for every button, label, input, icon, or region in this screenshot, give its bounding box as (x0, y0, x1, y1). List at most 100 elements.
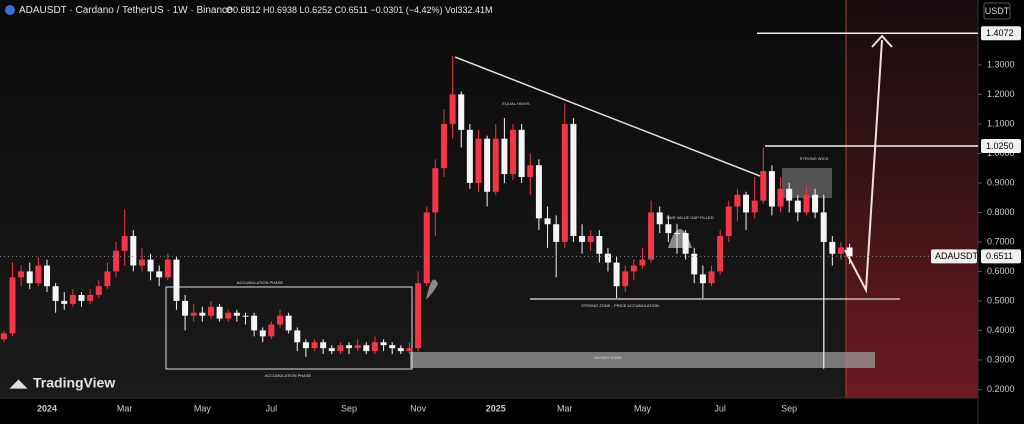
candle-body (458, 94, 465, 130)
candle-body (613, 262, 620, 287)
level-label-box (981, 139, 1021, 154)
candle-body (587, 236, 594, 242)
y-tick-label: 0.7000 (987, 236, 1015, 246)
candle-body (199, 312, 206, 316)
candle-body (190, 312, 197, 316)
risk-zone (846, 0, 978, 398)
annotation: ACCUMULATION PHASE (265, 373, 312, 378)
candle-body (535, 165, 542, 219)
candle-body (207, 306, 214, 316)
candle-body (596, 236, 603, 254)
y-tick-label: 0.3000 (987, 354, 1015, 364)
candle-body (415, 283, 422, 349)
candle-body (812, 194, 819, 213)
annotation: STRONG WICK (800, 156, 829, 161)
candle-body (743, 194, 750, 213)
candle-body (18, 271, 25, 278)
candle-body (371, 342, 378, 352)
y-tick-label: 1.2000 (987, 89, 1015, 99)
candle-body (622, 271, 629, 287)
candle-body (164, 259, 171, 278)
candle-body (699, 274, 706, 284)
candle-body (760, 171, 767, 201)
candle-body (277, 315, 284, 325)
buying-zone-box (410, 352, 875, 368)
candle-body (648, 212, 655, 260)
x-tick-label: May (194, 403, 212, 413)
candle-body (156, 271, 163, 278)
candle-body (69, 295, 76, 304)
annotation: BUYING ZONE (594, 355, 622, 360)
candle-body (466, 129, 473, 183)
candle-body (423, 212, 430, 284)
y-tick-label: 0.5000 (987, 295, 1015, 305)
x-tick-label: 2025 (486, 403, 506, 413)
candle-body (354, 345, 361, 349)
annotation: EQUAL HIGHS (502, 101, 530, 106)
candle-body (95, 286, 102, 296)
candle-body (380, 342, 387, 346)
candle-body (570, 123, 577, 237)
candle-body (406, 348, 413, 352)
candle-body (518, 129, 525, 178)
candle-body (604, 253, 611, 263)
arrow-head (871, 34, 893, 48)
candle-body (794, 200, 801, 213)
annotation: FAIR VALUE GAP FILLED (667, 215, 714, 220)
candle-body (561, 123, 568, 242)
candle-body (52, 286, 59, 301)
candle-body (527, 165, 534, 178)
candle-body (259, 330, 266, 337)
x-tick-label: 2024 (37, 403, 57, 413)
candle-body (837, 247, 844, 254)
currency-label: USDT (985, 6, 1010, 16)
candle-body (216, 306, 223, 319)
candle-body (138, 259, 145, 266)
candle-body (682, 233, 689, 254)
candle-body (268, 324, 275, 337)
candle-body (121, 236, 128, 251)
wick-shape (426, 279, 438, 300)
y-tick-label: 0.9000 (987, 177, 1015, 187)
level-label: 1.4072 (986, 28, 1014, 38)
candle-body (717, 236, 724, 272)
x-tick-label: Jul (714, 403, 726, 413)
candle-body (242, 315, 249, 317)
candle-body (363, 345, 370, 352)
candle-body (803, 194, 810, 213)
x-tick-label: Nov (410, 403, 427, 413)
candle-body (173, 259, 180, 301)
symbol-icon (5, 5, 15, 15)
y-tick-label: 0.2000 (987, 384, 1015, 394)
candle-body (294, 330, 301, 343)
x-tick-label: Sep (341, 403, 357, 413)
candle-body (777, 188, 784, 207)
last-symbol-box (931, 249, 977, 264)
x-tick-label: Sep (781, 403, 797, 413)
candle-body (44, 265, 50, 287)
y-tick-label: 0.4000 (987, 325, 1015, 335)
candle-body (346, 345, 353, 349)
candle-body (501, 138, 508, 175)
candle-body (725, 206, 732, 237)
candle-body (656, 212, 663, 225)
candle-body (768, 171, 775, 207)
symbol-line: ADAUSDT · Cardano / TetherUS · 1W · Bina… (19, 5, 233, 16)
candle-body (130, 236, 137, 266)
ohlc-line: O0.6812 H0.6938 L0.6252 C0.6511 −0.0301 … (226, 5, 493, 15)
last-price-label: 0.6511 (986, 251, 1013, 261)
candle-body (302, 342, 309, 349)
candle-body (553, 224, 560, 242)
candle-body (147, 259, 154, 272)
candle-body (87, 295, 94, 301)
x-tick-label: Mar (557, 403, 573, 413)
annotation: ACCUMULATION PHASE (237, 280, 284, 285)
candle-body (432, 168, 439, 213)
candle-body (225, 312, 232, 319)
candle-body (440, 123, 447, 169)
candle-body (691, 253, 698, 275)
y-tick-label: 1.1000 (987, 118, 1015, 128)
candle-body (734, 194, 741, 207)
candle-body (820, 212, 827, 242)
